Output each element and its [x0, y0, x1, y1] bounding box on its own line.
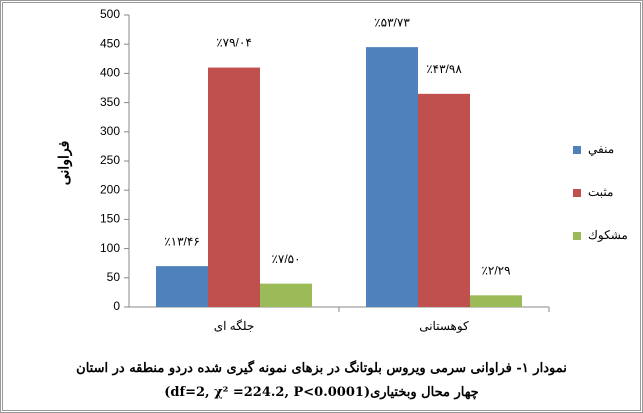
bar	[418, 93, 470, 307]
y-tick-label: 450	[100, 36, 120, 50]
y-axis-label: فراوانی	[56, 141, 73, 186]
bar-annotation: ٪۲/۲۹	[481, 263, 510, 277]
y-tick-label: 300	[100, 124, 120, 138]
y-tick-label: 50	[107, 270, 121, 284]
bar	[260, 283, 312, 307]
chart: فراوانی 0 50 100 150 200 250 300 350 400 450 500 جل…	[56, 7, 628, 333]
bar-annotation: ٪۷۹/۰۴	[216, 36, 252, 50]
y-tick-label: 400	[100, 66, 120, 80]
bar-annotation: ٪۷/۵۰	[271, 252, 300, 266]
y-tick-label: 0	[113, 299, 120, 313]
x-tick-label: کوهستانی	[419, 319, 469, 333]
legend-label: مثبت	[588, 185, 613, 199]
legend-swatch	[573, 232, 581, 240]
bar	[470, 295, 522, 307]
x-tick-label: جلگه ای	[214, 319, 255, 333]
legend-label: مشكوك	[588, 228, 628, 242]
bar	[208, 67, 260, 307]
bar-annotation: ٪۴۳/۹۸	[426, 62, 462, 76]
legend-swatch	[573, 189, 581, 197]
y-tick-label: 200	[100, 182, 120, 196]
y-tick-label: 250	[100, 153, 120, 167]
legend-label: منفي	[588, 142, 614, 156]
y-tick-label: 350	[100, 95, 120, 109]
bar-annotation: ٪۱۳/۴۶	[164, 234, 200, 248]
legend-swatch	[573, 146, 581, 154]
caption-line: چهار محال وبختیاری(df=2, χ² =224.2, P<0.…	[164, 385, 479, 400]
y-tick-label: 500	[100, 7, 120, 21]
y-tick-label: 150	[100, 212, 120, 226]
caption-line: نمودار ۱- فراوانی سرمی ویروس بلوتانگ در …	[76, 361, 567, 376]
y-tick-label: 100	[100, 241, 120, 255]
bar-annotation: ٪۵۳/۷۳	[374, 15, 410, 29]
bar	[366, 47, 418, 308]
bar	[156, 266, 208, 307]
